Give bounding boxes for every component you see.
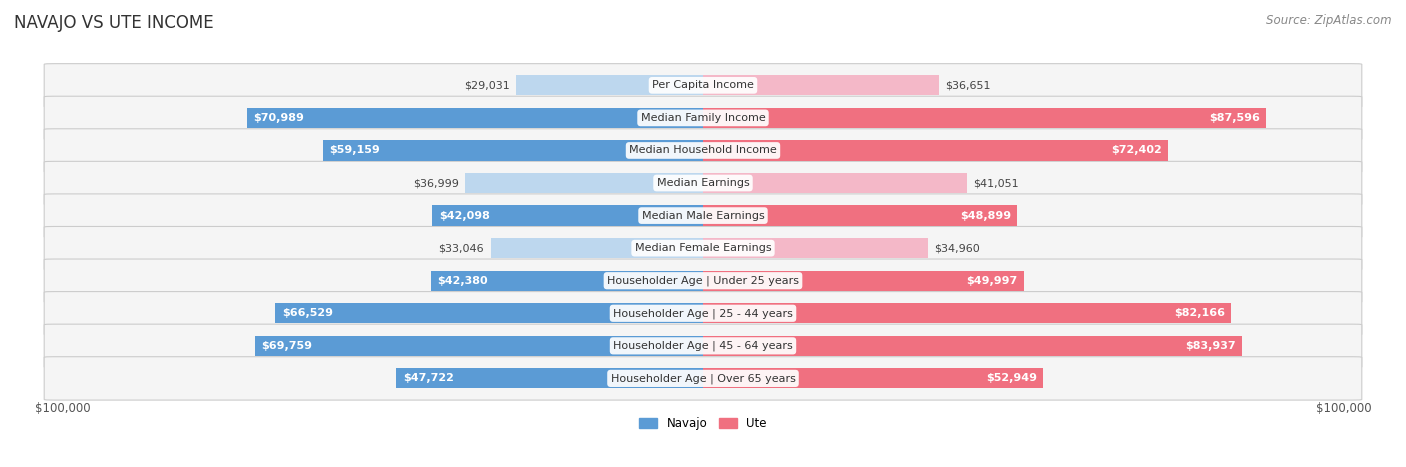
Text: $66,529: $66,529	[281, 308, 333, 318]
FancyBboxPatch shape	[44, 64, 1362, 107]
Bar	[703, 108, 1265, 128]
Text: $87,596: $87,596	[1209, 113, 1260, 123]
Text: NAVAJO VS UTE INCOME: NAVAJO VS UTE INCOME	[14, 14, 214, 32]
Text: Median Household Income: Median Household Income	[628, 145, 778, 156]
Text: Median Family Income: Median Family Income	[641, 113, 765, 123]
Bar	[703, 368, 1043, 389]
Text: $41,051: $41,051	[973, 178, 1019, 188]
Text: $69,759: $69,759	[262, 341, 312, 351]
Bar	[703, 141, 1168, 161]
Text: $36,999: $36,999	[413, 178, 458, 188]
Text: Median Male Earnings: Median Male Earnings	[641, 211, 765, 220]
Text: Householder Age | 25 - 44 years: Householder Age | 25 - 44 years	[613, 308, 793, 318]
Bar	[703, 238, 928, 258]
Bar	[703, 205, 1018, 226]
Text: $47,722: $47,722	[402, 374, 454, 383]
Text: $42,098: $42,098	[439, 211, 489, 220]
Legend: Navajo, Ute: Navajo, Ute	[636, 413, 770, 433]
Bar	[703, 173, 967, 193]
FancyBboxPatch shape	[44, 161, 1362, 205]
FancyBboxPatch shape	[44, 96, 1362, 140]
Text: $33,046: $33,046	[439, 243, 484, 253]
Bar	[323, 141, 703, 161]
Text: $72,402: $72,402	[1111, 145, 1161, 156]
Text: Source: ZipAtlas.com: Source: ZipAtlas.com	[1267, 14, 1392, 27]
Text: $49,997: $49,997	[967, 276, 1018, 286]
FancyBboxPatch shape	[44, 226, 1362, 270]
FancyBboxPatch shape	[44, 194, 1362, 237]
Text: $59,159: $59,159	[329, 145, 380, 156]
Bar	[396, 368, 703, 389]
Text: Householder Age | Under 25 years: Householder Age | Under 25 years	[607, 276, 799, 286]
Bar	[430, 270, 703, 291]
Bar	[516, 75, 703, 95]
Bar	[254, 336, 703, 356]
FancyBboxPatch shape	[44, 291, 1362, 335]
Bar	[491, 238, 703, 258]
Bar	[465, 173, 703, 193]
Text: Per Capita Income: Per Capita Income	[652, 80, 754, 90]
Bar	[703, 270, 1025, 291]
Text: $82,166: $82,166	[1174, 308, 1225, 318]
FancyBboxPatch shape	[44, 129, 1362, 172]
Bar	[433, 205, 703, 226]
Text: $42,380: $42,380	[437, 276, 488, 286]
Text: Householder Age | Over 65 years: Householder Age | Over 65 years	[610, 373, 796, 384]
Text: $70,989: $70,989	[253, 113, 304, 123]
Bar	[703, 75, 939, 95]
Text: $100,000: $100,000	[35, 402, 90, 415]
FancyBboxPatch shape	[44, 357, 1362, 400]
Text: $36,651: $36,651	[945, 80, 990, 90]
Text: Median Female Earnings: Median Female Earnings	[634, 243, 772, 253]
Text: $29,031: $29,031	[464, 80, 510, 90]
Text: $52,949: $52,949	[986, 374, 1036, 383]
FancyBboxPatch shape	[44, 324, 1362, 368]
Text: Median Earnings: Median Earnings	[657, 178, 749, 188]
Bar	[246, 108, 703, 128]
Text: Householder Age | 45 - 64 years: Householder Age | 45 - 64 years	[613, 340, 793, 351]
Bar	[703, 336, 1243, 356]
Bar	[703, 303, 1232, 323]
Text: $48,899: $48,899	[960, 211, 1011, 220]
Text: $100,000: $100,000	[1316, 402, 1371, 415]
FancyBboxPatch shape	[44, 259, 1362, 303]
Text: $34,960: $34,960	[934, 243, 980, 253]
Text: $83,937: $83,937	[1185, 341, 1236, 351]
Bar	[276, 303, 703, 323]
